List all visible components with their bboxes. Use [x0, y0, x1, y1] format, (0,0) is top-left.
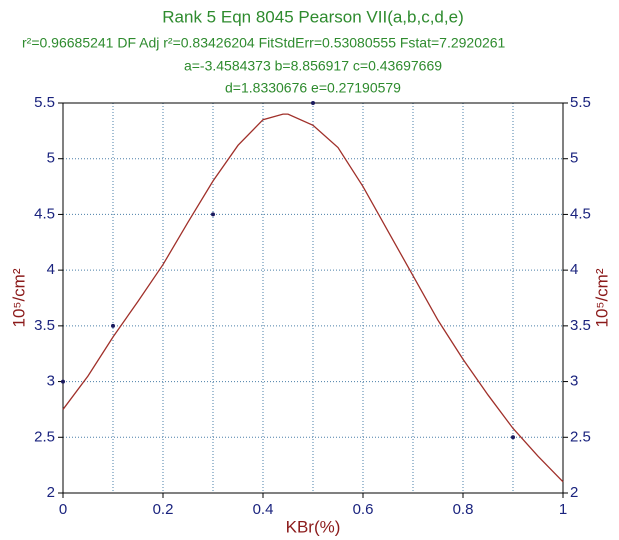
y-axis-label: 10⁵/cm²: [9, 268, 28, 327]
y-tick-label: 5.5: [34, 94, 55, 111]
data-point: [61, 379, 65, 384]
y2-axis-label: 10⁵/cm²: [592, 268, 611, 327]
x-tick-label: 0.6: [353, 501, 374, 518]
data-point: [511, 435, 515, 440]
y-tick-label: 2: [47, 484, 55, 501]
y2-tick-label: 4: [570, 261, 578, 278]
y2-tick-label: 3.5: [570, 317, 591, 334]
y2-tick-label: 4.5: [570, 205, 591, 222]
x-axis-label: KBr(%): [286, 517, 341, 536]
data-point: [211, 212, 215, 217]
chart-subtitle: d=1.8330676 e=0.27190579: [225, 80, 401, 96]
x-tick-label: 0.4: [253, 501, 274, 518]
data-point: [111, 323, 115, 328]
y2-tick-label: 3: [570, 373, 578, 390]
data-point: [311, 101, 315, 105]
y-tick-label: 5: [47, 150, 55, 167]
y-tick-label: 3.5: [34, 317, 55, 334]
y2-tick-label: 5: [570, 150, 578, 167]
x-tick-label: 0.2: [153, 501, 174, 518]
fit-curve: [62, 113, 564, 483]
chart-subtitle: a=-3.4584373 b=8.856917 c=0.43697669: [184, 58, 442, 74]
x-tick-label: 0: [59, 501, 67, 518]
x-tick-label: 1: [559, 501, 567, 518]
y-tick-label: 3: [47, 373, 55, 390]
y-tick-label: 4.5: [34, 205, 55, 222]
x-tick-label: 0.8: [453, 501, 474, 518]
y2-tick-label: 2.5: [570, 428, 591, 445]
chart-subtitle: r²=0.96685241 DF Adj r²=0.83426204 FitSt…: [22, 35, 506, 51]
y-tick-label: 2.5: [34, 428, 55, 445]
y2-tick-label: 5.5: [570, 94, 591, 111]
y2-tick-label: 2: [570, 484, 578, 501]
chart-title: Rank 5 Eqn 8045 Pearson VII(a,b,c,d,e): [162, 7, 463, 26]
y-tick-label: 4: [47, 261, 55, 278]
